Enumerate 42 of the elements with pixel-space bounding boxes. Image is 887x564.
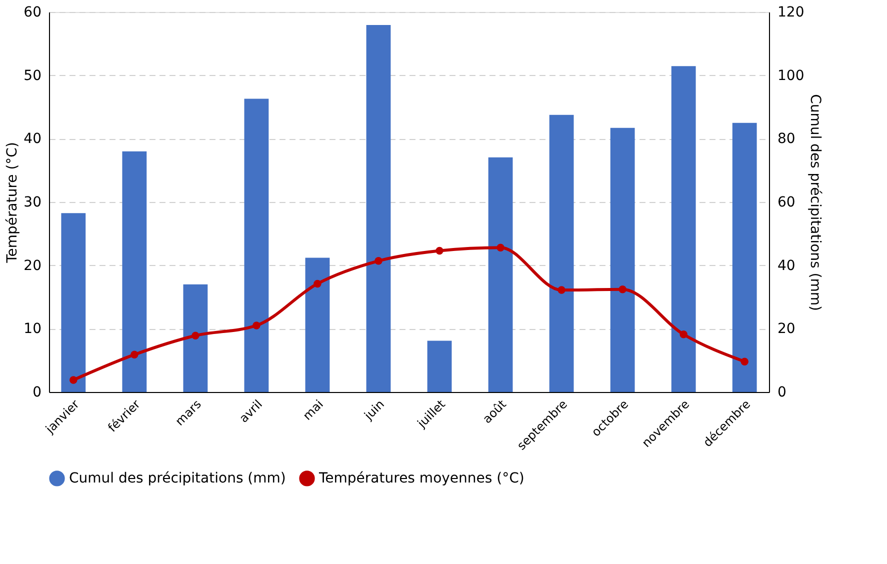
y2-tick-label: 120	[778, 4, 804, 20]
bar	[732, 122, 757, 392]
point	[252, 322, 260, 330]
bar	[671, 66, 696, 392]
legend-label: Températures moyennes (°C)	[318, 470, 524, 486]
y2-tick-label: 20	[778, 321, 796, 338]
y2-axis-title: Cumul des précipitations (mm)	[807, 94, 824, 311]
point	[192, 332, 200, 340]
point	[558, 286, 566, 294]
y-tick-label: 0	[32, 384, 42, 400]
y-tick-label: 10	[24, 321, 42, 338]
y2-tick-label: 80	[778, 131, 796, 148]
y2-tick-label: 40	[778, 258, 796, 274]
y-axis-title: Température (°C)	[4, 142, 21, 264]
point	[374, 257, 382, 265]
bar	[61, 213, 86, 392]
point	[314, 280, 322, 288]
y2-tick-label: 0	[778, 384, 786, 400]
point	[436, 246, 444, 255]
bar	[427, 340, 452, 392]
point	[680, 330, 688, 338]
bar	[610, 128, 635, 392]
bar	[549, 114, 574, 392]
legend-label: Cumul des précipitations (mm)	[69, 470, 286, 486]
y-tick-label: 50	[24, 68, 42, 84]
bar	[488, 157, 513, 392]
point	[130, 350, 138, 358]
y-tick-label: 20	[24, 258, 42, 274]
bar	[305, 258, 330, 392]
bar	[244, 98, 269, 392]
y-tick-label: 30	[24, 194, 42, 210]
y-tick-label: 60	[24, 4, 42, 20]
point	[496, 244, 504, 252]
point	[618, 286, 626, 294]
bar	[122, 151, 147, 392]
y2-tick-label: 100	[778, 68, 804, 84]
bar	[183, 284, 208, 392]
point	[740, 358, 748, 366]
y-tick-label: 40	[24, 131, 42, 148]
bar	[366, 24, 391, 392]
y2-tick-label: 60	[778, 194, 796, 210]
point	[70, 376, 78, 384]
